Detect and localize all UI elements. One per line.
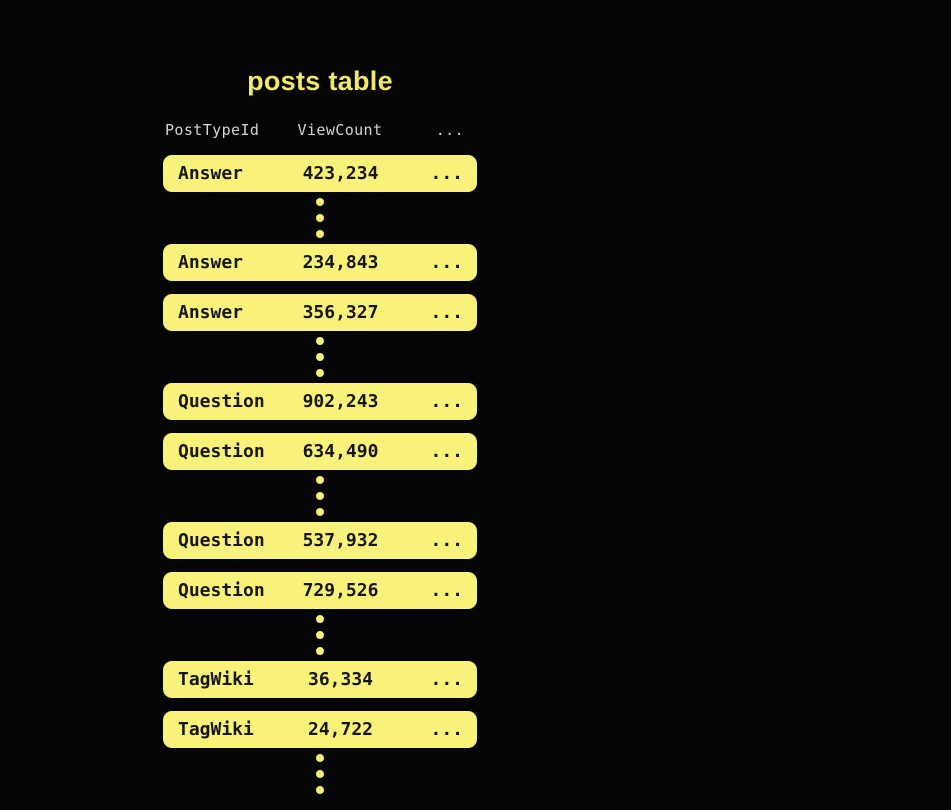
cell-view-count: 36,334	[307, 669, 374, 690]
posts-table-diagram: posts table PostTypeId ViewCount ... Ans…	[163, 0, 477, 810]
cell-more: ...	[430, 441, 463, 462]
dot-icon	[316, 754, 324, 762]
cell-post-type: Answer	[178, 302, 244, 323]
dot-icon	[316, 770, 324, 778]
cell-post-type: Question	[178, 391, 265, 412]
cell-more: ...	[430, 391, 463, 412]
header-view-count: ViewCount	[297, 121, 383, 139]
table-row: Answer 356,327...	[163, 294, 477, 331]
cell-more: ...	[430, 302, 463, 323]
table-body: Answer 423,234... Answer 234,843... Answer 35…	[163, 155, 477, 800]
dot-icon	[316, 647, 324, 655]
dot-icon	[316, 198, 324, 206]
cell-post-type: Answer	[178, 252, 244, 273]
cell-more: ...	[430, 530, 463, 551]
table-row: Question 537,932...	[163, 522, 477, 559]
ellipsis-dots	[163, 470, 477, 522]
cell-more: ...	[430, 669, 463, 690]
table-row: TagWiki 36,334...	[163, 661, 477, 698]
cell-view-count: 356,327	[302, 302, 379, 323]
cell-post-type: Question	[178, 441, 265, 462]
cell-post-type: Question	[178, 530, 265, 551]
header-post-type-id: PostTypeId	[165, 121, 260, 139]
dot-icon	[316, 508, 324, 516]
table-row: Answer 234,843...	[163, 244, 477, 281]
dot-icon	[316, 615, 324, 623]
cell-more: ...	[430, 580, 463, 601]
cell-view-count: 634,490	[302, 441, 379, 462]
cell-post-type: Question	[178, 580, 265, 601]
table-row: Question 729,526...	[163, 572, 477, 609]
ellipsis-dots	[163, 331, 477, 383]
dot-icon	[316, 369, 324, 377]
diagram-title: posts table	[247, 66, 393, 96]
cell-view-count: 537,932	[302, 530, 379, 551]
table-row: TagWiki 24,722...	[163, 711, 477, 748]
dot-icon	[316, 353, 324, 361]
table-row: Answer 423,234...	[163, 155, 477, 192]
cell-more: ...	[430, 719, 463, 740]
dot-icon	[316, 337, 324, 345]
header-more-columns: ...	[435, 121, 464, 139]
cell-more: ...	[430, 163, 463, 184]
dot-icon	[316, 230, 324, 238]
ellipsis-dots	[163, 192, 477, 244]
dot-icon	[316, 214, 324, 222]
ellipsis-dots	[163, 748, 477, 800]
dot-icon	[316, 476, 324, 484]
dot-icon	[316, 631, 324, 639]
cell-view-count: 234,843	[302, 252, 379, 273]
dot-icon	[316, 492, 324, 500]
cell-post-type: Answer	[178, 163, 244, 184]
cell-view-count: 729,526	[302, 580, 379, 601]
cell-view-count: 24,722	[307, 719, 374, 740]
cell-view-count: 423,234	[302, 163, 379, 184]
ellipsis-dots	[163, 609, 477, 661]
cell-post-type: TagWiki	[178, 719, 254, 740]
dot-icon	[316, 786, 324, 794]
table-row: Question 902,243...	[163, 383, 477, 420]
cell-post-type: TagWiki	[178, 669, 254, 690]
table-header: PostTypeId ViewCount ...	[165, 120, 477, 140]
cell-view-count: 902,243	[302, 391, 379, 412]
table-row: Question 634,490...	[163, 433, 477, 470]
cell-more: ...	[430, 252, 463, 273]
